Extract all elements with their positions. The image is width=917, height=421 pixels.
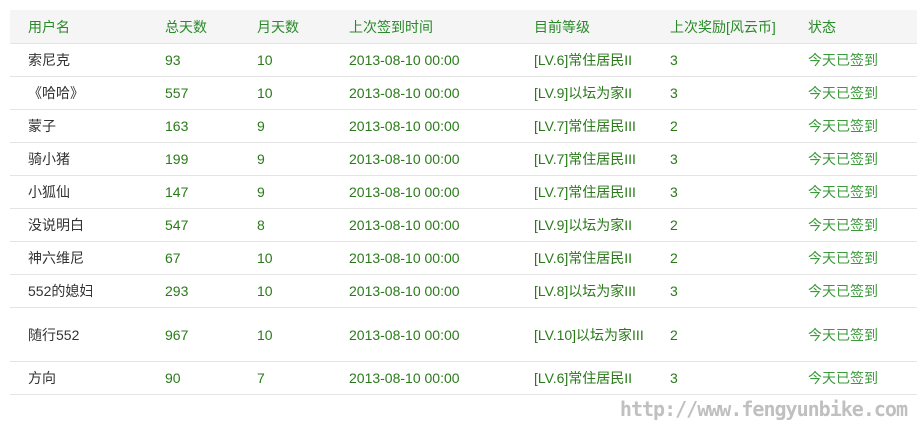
cell-reward: 3 <box>670 361 808 395</box>
cell-username: 方向 <box>10 361 165 395</box>
table-row: 《哈哈》 557 10 2013-08-10 00:00 [LV.9]以坛为家II 3 今天… <box>10 76 917 110</box>
cell-last-signin: 2013-08-10 00:00 <box>349 361 534 395</box>
header-total-days: 总天数 <box>165 10 257 44</box>
table-row: 骑小猪 199 9 2013-08-10 00:00 [LV.7]常住居民III 3 今天已… <box>10 142 917 176</box>
cell-total-days: 67 <box>165 241 257 275</box>
cell-reward: 3 <box>670 76 808 110</box>
cell-last-signin: 2013-08-10 00:00 <box>349 307 534 362</box>
cell-month-days: 7 <box>257 361 349 395</box>
cell-level: [LV.6]常住居民II <box>534 241 670 275</box>
header-row: 用户名 总天数 月天数 上次签到时间 目前等级 上次奖励[风云币] 状态 <box>10 10 917 44</box>
table-row: 552的媳妇 293 10 2013-08-10 00:00 [LV.8]以坛为家III… <box>10 274 917 308</box>
cell-level: [LV.9]以坛为家II <box>534 208 670 242</box>
cell-level: [LV.7]常住居民III <box>534 142 670 176</box>
cell-username: 骑小猪 <box>10 142 165 176</box>
cell-total-days: 93 <box>165 43 257 77</box>
cell-last-signin: 2013-08-10 00:00 <box>349 142 534 176</box>
header-username: 用户名 <box>10 10 165 44</box>
cell-username: 神六维尼 <box>10 241 165 275</box>
cell-month-days: 10 <box>257 241 349 275</box>
cell-month-days: 9 <box>257 109 349 143</box>
cell-last-signin: 2013-08-10 00:00 <box>349 43 534 77</box>
header-reward: 上次奖励[风云币] <box>670 10 808 44</box>
cell-month-days: 10 <box>257 76 349 110</box>
signin-table: 用户名 总天数 月天数 上次签到时间 目前等级 上次奖励[风云币] 状态 索尼克… <box>10 10 917 395</box>
cell-month-days: 10 <box>257 307 349 362</box>
cell-last-signin: 2013-08-10 00:00 <box>349 274 534 308</box>
cell-reward: 3 <box>670 274 808 308</box>
cell-last-signin: 2013-08-10 00:00 <box>349 76 534 110</box>
cell-username: 《哈哈》 <box>10 76 165 110</box>
cell-total-days: 967 <box>165 307 257 362</box>
cell-month-days: 8 <box>257 208 349 242</box>
cell-total-days: 557 <box>165 76 257 110</box>
header-status: 状态 <box>808 10 917 44</box>
cell-reward: 2 <box>670 109 808 143</box>
cell-last-signin: 2013-08-10 00:00 <box>349 208 534 242</box>
cell-username: 随行552 <box>10 307 165 362</box>
cell-total-days: 147 <box>165 175 257 209</box>
cell-username: 552的媳妇 <box>10 274 165 308</box>
cell-status: 今天已签到 <box>808 307 917 362</box>
cell-reward: 3 <box>670 43 808 77</box>
cell-username: 小狐仙 <box>10 175 165 209</box>
table-row: 索尼克 93 10 2013-08-10 00:00 [LV.6]常住居民II 3 今天已签… <box>10 43 917 77</box>
cell-level: [LV.9]以坛为家II <box>534 76 670 110</box>
cell-username: 索尼克 <box>10 43 165 77</box>
cell-total-days: 163 <box>165 109 257 143</box>
table-row: 神六维尼 67 10 2013-08-10 00:00 [LV.6]常住居民II 2 今天已… <box>10 241 917 275</box>
cell-level: [LV.6]常住居民II <box>534 43 670 77</box>
cell-status: 今天已签到 <box>808 241 917 275</box>
cell-month-days: 10 <box>257 274 349 308</box>
cell-level: [LV.7]常住居民III <box>534 109 670 143</box>
header-last-signin: 上次签到时间 <box>349 10 534 44</box>
cell-reward: 3 <box>670 142 808 176</box>
cell-status: 今天已签到 <box>808 361 917 395</box>
cell-last-signin: 2013-08-10 00:00 <box>349 109 534 143</box>
table-row: 随行552 967 10 2013-08-10 00:00 [LV.10]以坛为家III… <box>10 307 917 362</box>
table-row: 小狐仙 147 9 2013-08-10 00:00 [LV.7]常住居民III 3 今天已… <box>10 175 917 209</box>
cell-total-days: 90 <box>165 361 257 395</box>
cell-level: [LV.7]常住居民III <box>534 175 670 209</box>
cell-reward: 2 <box>670 241 808 275</box>
cell-status: 今天已签到 <box>808 274 917 308</box>
cell-level: [LV.6]常住居民II <box>534 361 670 395</box>
cell-status: 今天已签到 <box>808 43 917 77</box>
cell-username: 蒙子 <box>10 109 165 143</box>
cell-status: 今天已签到 <box>808 208 917 242</box>
cell-status: 今天已签到 <box>808 76 917 110</box>
table-row: 蒙子 163 9 2013-08-10 00:00 [LV.7]常住居民III 2 今天已签… <box>10 109 917 143</box>
cell-reward: 2 <box>670 307 808 362</box>
cell-status: 今天已签到 <box>808 142 917 176</box>
watermark: http://www.fengyunbike.com <box>619 397 908 421</box>
cell-status: 今天已签到 <box>808 175 917 209</box>
header-month-days: 月天数 <box>257 10 349 44</box>
cell-month-days: 9 <box>257 175 349 209</box>
cell-reward: 3 <box>670 175 808 209</box>
cell-last-signin: 2013-08-10 00:00 <box>349 175 534 209</box>
cell-level: [LV.10]以坛为家III <box>534 307 670 362</box>
cell-username: 没说明白 <box>10 208 165 242</box>
cell-reward: 2 <box>670 208 808 242</box>
cell-last-signin: 2013-08-10 00:00 <box>349 241 534 275</box>
cell-month-days: 9 <box>257 142 349 176</box>
header-level: 目前等级 <box>534 10 670 44</box>
cell-total-days: 199 <box>165 142 257 176</box>
cell-total-days: 547 <box>165 208 257 242</box>
cell-total-days: 293 <box>165 274 257 308</box>
table-row: 没说明白 547 8 2013-08-10 00:00 [LV.9]以坛为家II 2 今天已… <box>10 208 917 242</box>
cell-status: 今天已签到 <box>808 109 917 143</box>
table-row: 方向 90 7 2013-08-10 00:00 [LV.6]常住居民II 3 今天已签到 <box>10 361 917 395</box>
cell-level: [LV.8]以坛为家III <box>534 274 670 308</box>
cell-month-days: 10 <box>257 43 349 77</box>
